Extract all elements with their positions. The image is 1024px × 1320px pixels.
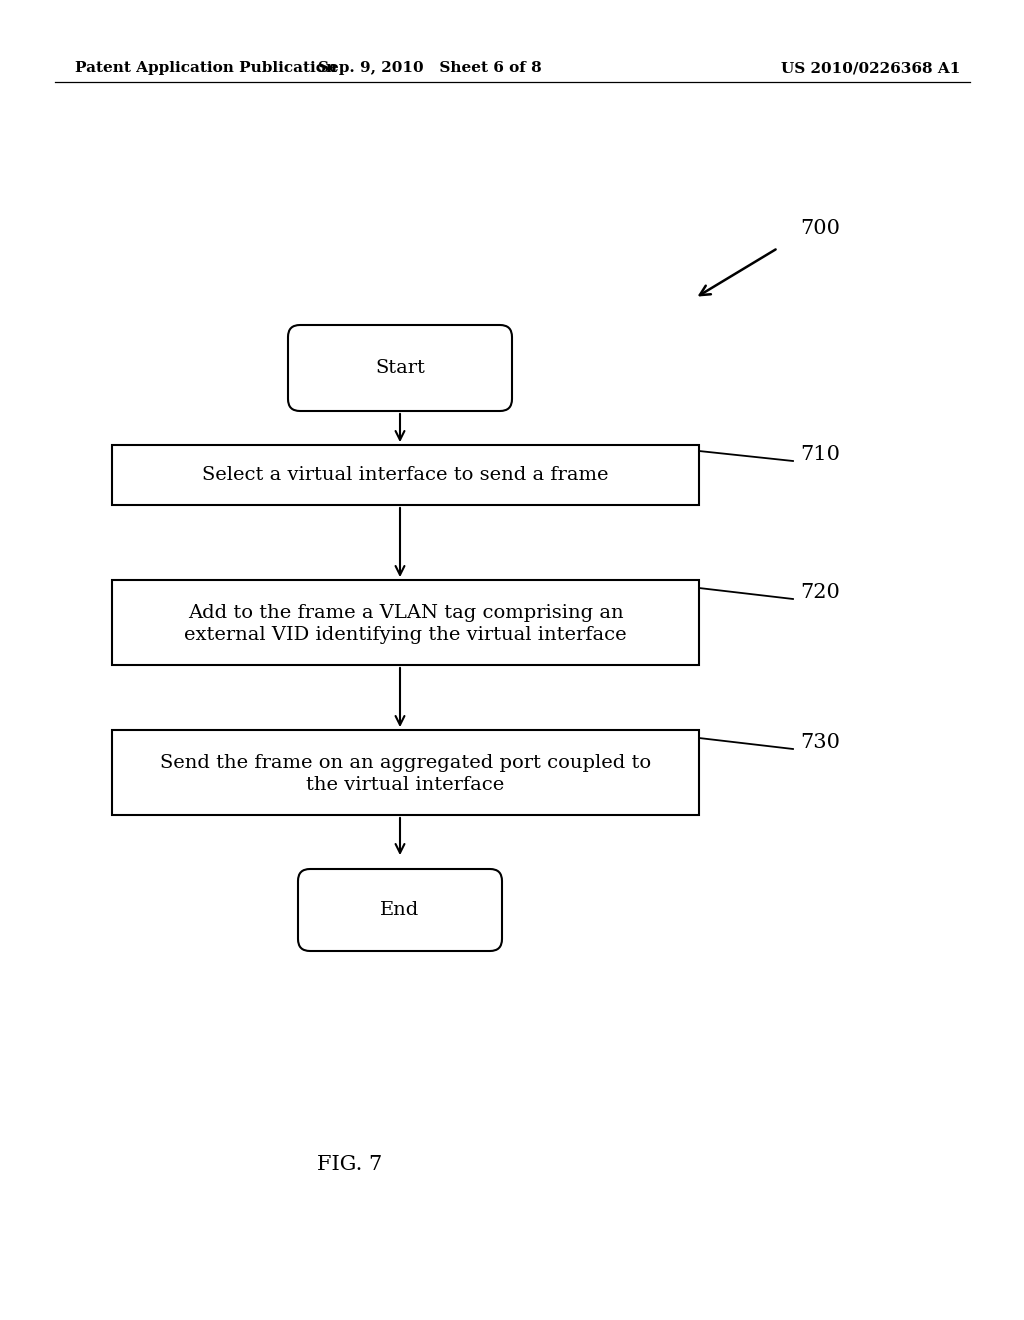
FancyBboxPatch shape <box>298 869 502 950</box>
Bar <box>112 445 699 506</box>
Bar <box>112 730 699 814</box>
Text: 730: 730 <box>800 733 840 751</box>
Text: 700: 700 <box>800 219 840 238</box>
Text: Add to the frame a VLAN tag comprising an: Add to the frame a VLAN tag comprising a… <box>187 603 624 622</box>
Text: US 2010/0226368 A1: US 2010/0226368 A1 <box>780 61 961 75</box>
Text: End: End <box>380 902 420 919</box>
Text: external VID identifying the virtual interface: external VID identifying the virtual int… <box>184 627 627 644</box>
Text: Send the frame on an aggregated port coupled to: Send the frame on an aggregated port cou… <box>160 754 651 771</box>
Text: Sep. 9, 2010   Sheet 6 of 8: Sep. 9, 2010 Sheet 6 of 8 <box>318 61 542 75</box>
Text: 720: 720 <box>800 582 840 602</box>
Text: Patent Application Publication: Patent Application Publication <box>75 61 337 75</box>
Text: Start: Start <box>375 359 425 378</box>
Text: 710: 710 <box>800 446 840 465</box>
Text: the virtual interface: the virtual interface <box>306 776 505 795</box>
Text: Select a virtual interface to send a frame: Select a virtual interface to send a fra… <box>203 466 608 484</box>
Bar <box>112 579 699 665</box>
FancyBboxPatch shape <box>288 325 512 411</box>
Text: FIG. 7: FIG. 7 <box>317 1155 383 1175</box>
